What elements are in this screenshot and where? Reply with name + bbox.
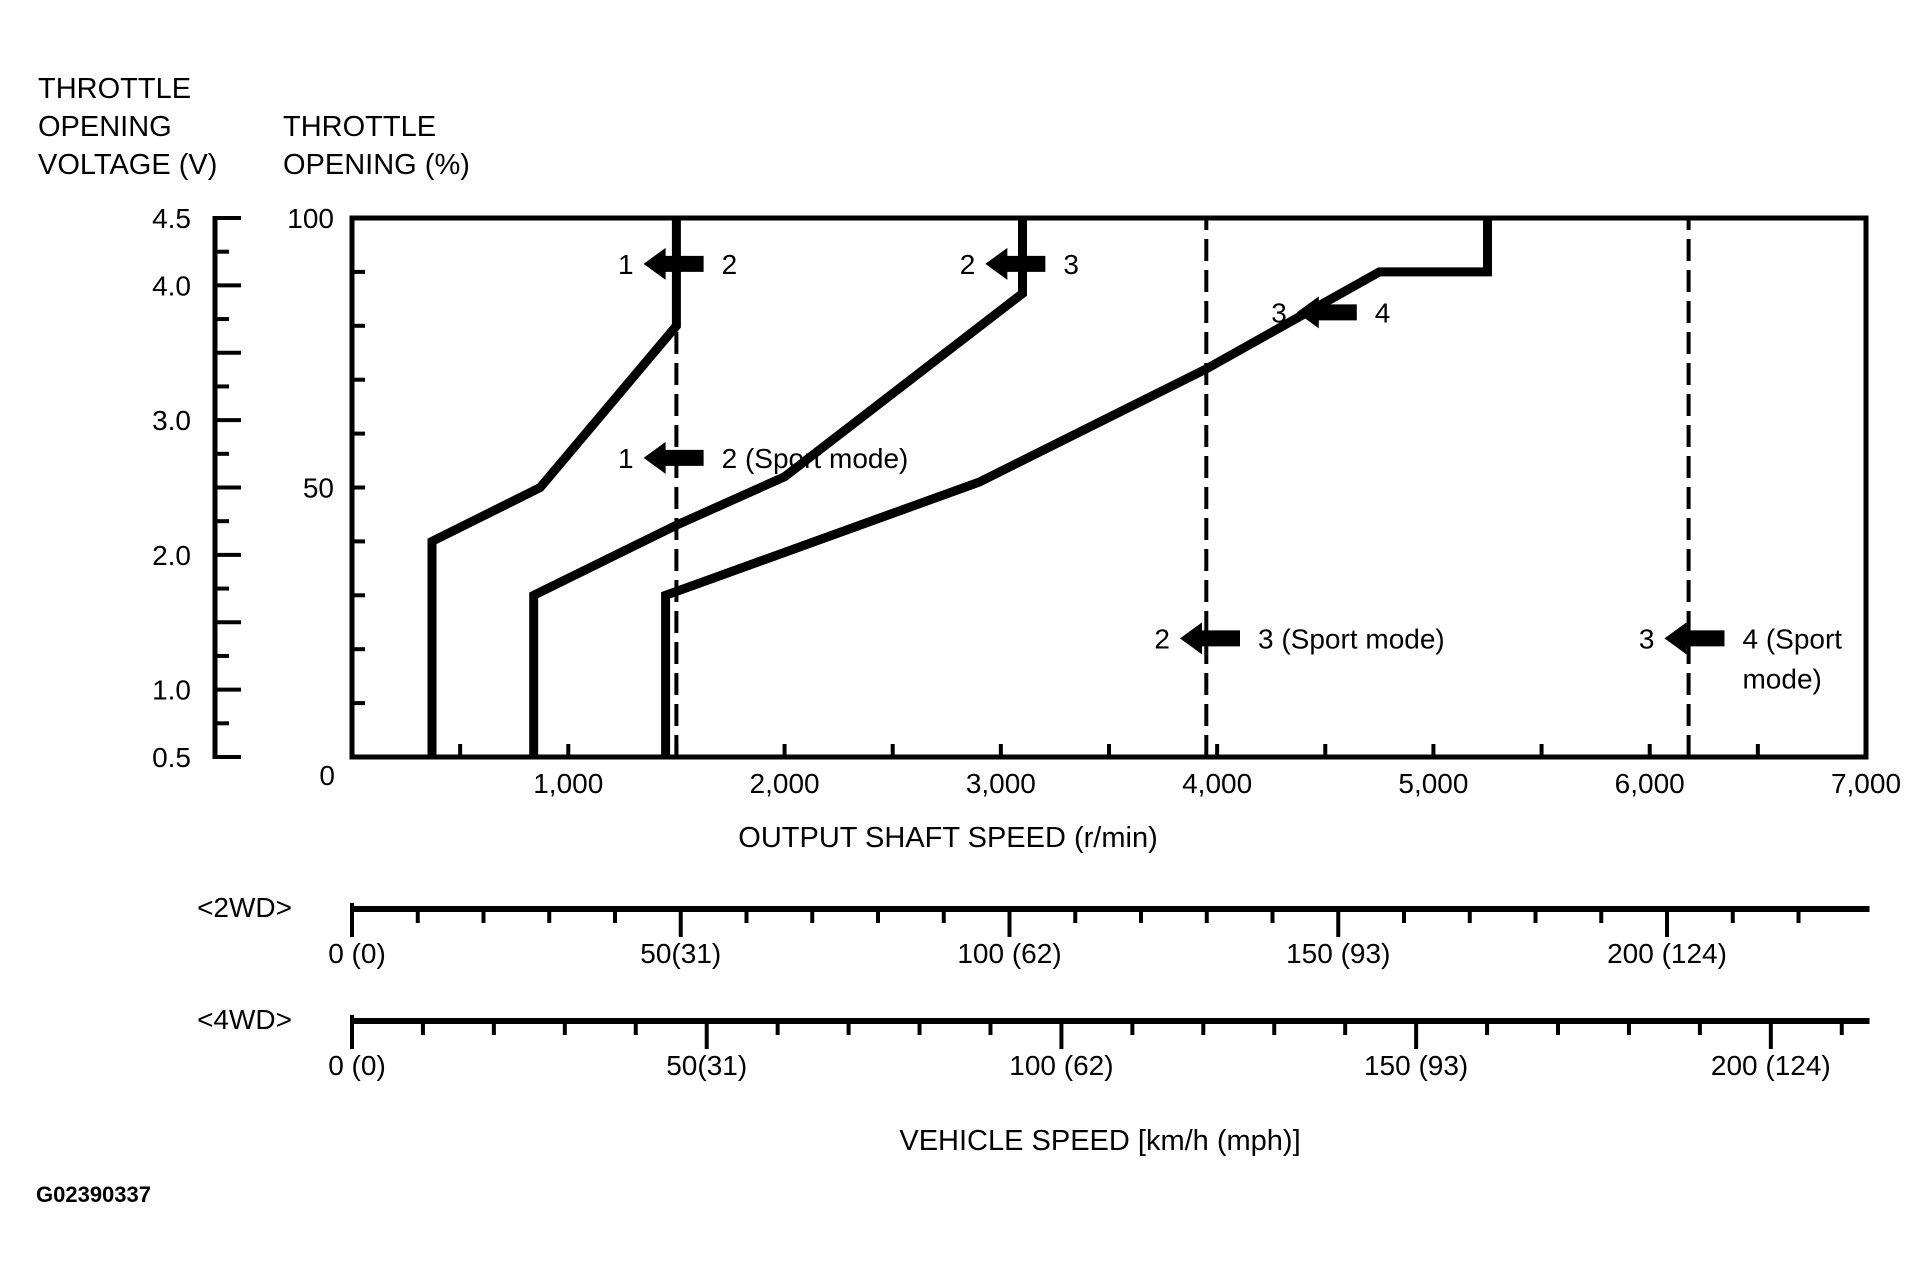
voltage-axis-tick-label: 1.0	[152, 675, 191, 706]
annotation-to-gear: 4	[1375, 297, 1391, 328]
voltage-axis-tick-label: 0.5	[152, 742, 191, 773]
annotation-from-gear: 1	[618, 249, 634, 280]
shift-line-2-to-3-upshift	[529, 218, 1027, 757]
shift-line-3-to-4-upshift	[661, 218, 1492, 757]
shift-arrow-icon	[643, 441, 704, 474]
vehicle-speed-tick-label: 200 (124)	[1711, 1050, 1831, 1081]
annotation-from-gear: 1	[618, 443, 634, 474]
shift-arrow-icon	[1296, 296, 1357, 329]
shift-arrow-icon	[643, 247, 704, 280]
voltage-axis-label-line-2: OPENING	[38, 111, 172, 143]
vehicle-speed-tick-label: 200 (124)	[1607, 938, 1727, 969]
vehicle-speed-scale-name: <2WD>	[197, 892, 292, 923]
vehicle-speed-tick-label: 50(31)	[640, 938, 721, 969]
voltage-axis-label-line-1: THROTTLE	[38, 73, 191, 105]
annotation-to-gear: 3	[1063, 249, 1079, 280]
vehicle-speed-tick-label: 100 (62)	[957, 938, 1061, 969]
throttle-axis-tick-label: 50	[303, 473, 334, 504]
vehicle-speed-label: VEHICLE SPEED [km/h (mph)]	[899, 1125, 1300, 1157]
voltage-axis-tick-label: 3.0	[152, 405, 191, 436]
throttle-axis-label-line-2: OPENING (%)	[283, 149, 470, 181]
annotation-to-gear: 3 (Sport mode)	[1258, 623, 1445, 654]
vehicle-speed-tick-label: 150 (93)	[1286, 938, 1390, 969]
x-axis-tick-label: 5,000	[1398, 768, 1468, 799]
throttle-axis-tick-label: 100	[287, 203, 334, 234]
voltage-axis-tick-label: 4.0	[152, 270, 191, 301]
x-axis-tick-label: 2,000	[750, 768, 820, 799]
throttle-axis-tick-label: 0	[319, 760, 335, 791]
shift-arrow-icon	[1180, 622, 1241, 655]
vehicle-speed-tick-label: 100 (62)	[1009, 1050, 1113, 1081]
vehicle-speed-tick-label: 150 (93)	[1364, 1050, 1468, 1081]
vehicle-speed-tick-label: 0 (0)	[328, 938, 386, 969]
annotation-from-gear: 3	[1271, 297, 1287, 328]
x-axis-tick-label: 6,000	[1615, 768, 1685, 799]
vehicle-speed-scale-name: <4WD>	[197, 1004, 292, 1035]
x-axis-tick-label: 1,000	[533, 768, 603, 799]
vehicle-speed-tick-label: 50(31)	[666, 1050, 747, 1081]
throttle-axis-label-line-1: THROTTLE	[283, 111, 436, 143]
x-axis-label: OUTPUT SHAFT SPEED (r/min)	[738, 822, 1157, 854]
annotation-from-gear: 2	[1154, 623, 1170, 654]
shift-arrow-icon	[985, 247, 1046, 280]
plot-frame	[349, 215, 1869, 760]
voltage-axis-tick-label: 4.5	[152, 203, 191, 234]
shift-line-1-to-2-upshift	[427, 218, 681, 757]
annotation-from-gear: 3	[1639, 623, 1655, 654]
voltage-axis-tick-label: 2.0	[152, 540, 191, 571]
figure-code: G02390337	[36, 1182, 151, 1207]
voltage-axis-label-line-3: VOLTAGE (V)	[38, 149, 217, 181]
x-axis-tick-label: 4,000	[1182, 768, 1252, 799]
x-axis-tick-label: 3,000	[966, 768, 1036, 799]
annotation-to-gear: 4 (Sport	[1742, 623, 1842, 654]
annotation-to-gear: 2 (Sport mode)	[722, 443, 909, 474]
vehicle-speed-tick-label: 0 (0)	[328, 1050, 386, 1081]
shift-arrow-icon	[1664, 622, 1725, 655]
annotation-to-gear-line-2: mode)	[1742, 663, 1821, 694]
annotation-to-gear: 2	[722, 249, 738, 280]
x-axis-tick-label: 7,000	[1831, 768, 1901, 799]
annotation-from-gear: 2	[960, 249, 976, 280]
